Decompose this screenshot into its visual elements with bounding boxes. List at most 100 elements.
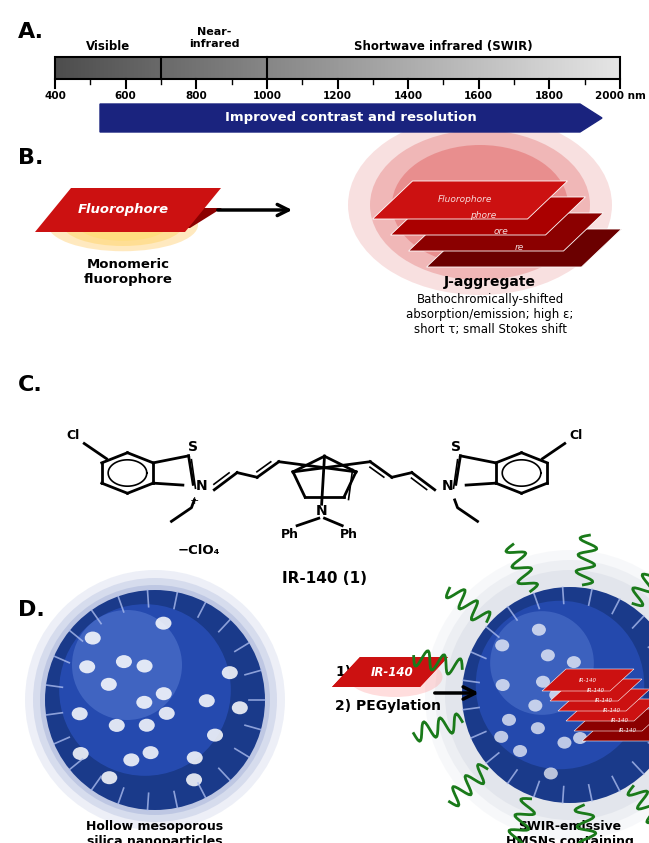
Bar [206,57,208,79]
Bar [379,57,381,79]
Bar [153,57,155,79]
Ellipse shape [123,754,140,766]
Polygon shape [566,699,649,721]
Bar [241,57,243,79]
Text: IR-140: IR-140 [587,688,605,692]
Bar [419,57,421,79]
Ellipse shape [613,682,628,694]
Bar [584,57,586,79]
Bar [308,57,310,79]
Bar [599,57,601,79]
Bar [519,57,520,79]
Bar [463,57,465,79]
Bar [179,57,181,79]
Bar [160,57,162,79]
Bar [289,57,290,79]
Polygon shape [408,213,604,251]
Text: Near-
infrared: Near- infrared [189,28,239,49]
Bar [251,57,252,79]
Bar [223,57,225,79]
Bar [298,57,300,79]
Bar [310,57,311,79]
Bar [200,57,202,79]
Ellipse shape [73,747,89,760]
Bar [486,57,488,79]
Bar [386,57,388,79]
Bar [450,57,452,79]
Bar [110,57,112,79]
Ellipse shape [156,617,171,630]
Text: IR-140 (1): IR-140 (1) [282,571,367,586]
Ellipse shape [156,687,172,701]
Bar [354,57,356,79]
Text: 800: 800 [186,91,207,101]
Bar [102,57,104,79]
Bar [215,57,217,79]
Bar [400,57,402,79]
Bar [78,57,79,79]
Bar [511,57,513,79]
Bar [617,57,618,79]
Bar [304,57,306,79]
Text: IR-140: IR-140 [371,665,413,679]
Text: N: N [316,504,328,518]
Bar [385,57,386,79]
Ellipse shape [116,655,132,668]
Text: Fluorophore: Fluorophore [438,196,492,205]
Bar [535,57,537,79]
Bar [266,57,268,79]
Bar [70,57,72,79]
Bar [287,57,289,79]
Ellipse shape [79,660,95,674]
Bar [554,57,556,79]
Polygon shape [542,669,634,691]
Text: +: + [190,496,199,506]
Bar [234,57,236,79]
Ellipse shape [136,695,153,709]
Bar [373,57,375,79]
Bar [407,57,409,79]
Bar [249,57,251,79]
Bar [481,57,482,79]
Ellipse shape [109,719,125,732]
Bar [95,57,97,79]
Bar [383,57,385,79]
Bar [68,57,70,79]
Bar [563,57,565,79]
Bar [513,57,515,79]
Bar [217,57,219,79]
Text: Cl: Cl [66,428,80,442]
Bar [285,57,287,79]
Bar [492,57,494,79]
Bar [328,57,330,79]
Bar [520,57,522,79]
Bar [428,57,430,79]
Bar [187,57,189,79]
Bar [565,57,567,79]
Bar [561,57,563,79]
Bar [271,57,273,79]
Bar [356,57,358,79]
Bar [601,57,603,79]
Bar [496,57,498,79]
Ellipse shape [71,707,88,720]
Bar [347,57,349,79]
Polygon shape [550,679,642,701]
Bar [479,57,481,79]
Bar [377,57,379,79]
Bar [411,57,413,79]
Text: IR-140: IR-140 [595,697,613,702]
Bar [79,57,81,79]
Bar [524,57,526,79]
Bar [437,57,439,79]
Bar [87,57,89,79]
Ellipse shape [536,676,550,688]
Ellipse shape [496,679,509,691]
Text: Ph: Ph [340,528,358,540]
Bar [505,57,507,79]
Bar [252,57,254,79]
Bar [196,57,198,79]
Bar [55,57,620,79]
Text: IR-140: IR-140 [619,728,637,733]
Bar [490,57,492,79]
